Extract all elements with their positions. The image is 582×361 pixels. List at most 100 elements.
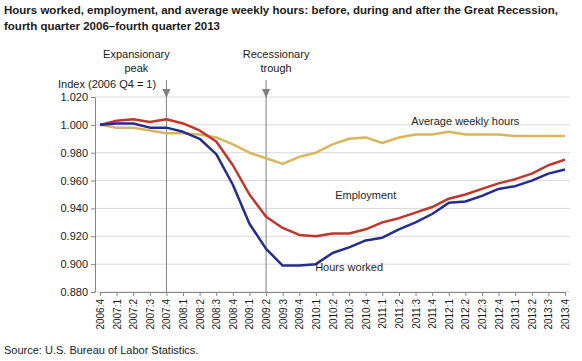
x-tick-mark [515, 292, 516, 296]
y-tick-mark [91, 264, 95, 265]
x-tick-mark [316, 292, 317, 296]
x-tick-label: 2008:2 [195, 299, 206, 330]
x-tick-label: 2007:3 [145, 299, 156, 330]
x-tick-mark [100, 292, 101, 296]
x-tick: 2012:4 [494, 292, 505, 330]
x-tick-mark [465, 292, 466, 296]
y-axis-line [95, 98, 96, 293]
x-tick: 2006:4 [95, 292, 106, 330]
x-tick-mark [283, 292, 284, 296]
x-tick: 2009:1 [244, 292, 255, 330]
annotation-label-line: Recessionary [243, 48, 310, 60]
x-tick-mark [249, 292, 250, 296]
series-label: Employment [335, 189, 396, 201]
y-axis-title: Index (2006 Q4 = 1) [58, 78, 156, 90]
y-tick: 1.000 [60, 119, 95, 131]
x-tick-mark [200, 292, 201, 296]
x-tick-mark [366, 292, 367, 296]
x-tick-mark [216, 292, 217, 296]
x-tick-mark [299, 292, 300, 296]
y-tick-mark [91, 97, 95, 98]
source: Source: U.S. Bureau of Labor Statistics. [4, 344, 198, 356]
x-tick: 2010:2 [328, 292, 339, 330]
x-tick-mark [166, 292, 167, 296]
x-tick-mark [482, 292, 483, 296]
x-tick: 2009:3 [278, 292, 289, 330]
x-tick: 2013:1 [510, 292, 521, 330]
y-tick-mark [91, 208, 95, 209]
x-tick-mark [399, 292, 400, 296]
x-tick: 2008:2 [195, 292, 206, 330]
y-tick-label: 0.900 [60, 258, 88, 270]
x-tick-mark [532, 292, 533, 296]
chart: Hours worked, employment, and average we… [0, 0, 582, 361]
x-tick: 2007:3 [145, 292, 156, 330]
y-tick-mark [91, 153, 95, 154]
y-tick-label: 1.020 [60, 91, 88, 103]
x-tick-mark [449, 292, 450, 296]
x-tick: 2012:1 [444, 292, 455, 330]
annotation-arrow [162, 89, 170, 98]
x-tick-label: 2013:1 [510, 299, 521, 330]
series-label: Average weekly hours [411, 115, 520, 127]
y-tick-label: 0.980 [60, 147, 88, 159]
annotation-label-line: Expansionary [103, 48, 170, 60]
x-tick: 2012:2 [460, 292, 471, 330]
y-tick-label: 0.880 [60, 286, 88, 298]
series-line [100, 125, 565, 164]
annotation-label-line: trough [260, 62, 291, 74]
x-tick-label: 2007:2 [128, 299, 139, 330]
x-tick-label: 2012:3 [477, 299, 488, 330]
x-tick-label: 2007:1 [112, 299, 123, 330]
x-tick-label: 2011:4 [427, 299, 438, 329]
annotation-arrow [262, 89, 270, 98]
x-tick-label: 2013:4 [560, 299, 571, 330]
x-tick-label: 2012:4 [494, 299, 505, 330]
x-tick-mark [432, 292, 433, 296]
x-tick: 2007:1 [112, 292, 123, 330]
x-tick-label: 2010:1 [311, 299, 322, 330]
series-labels: Hours worked Employment Average weekly hou… [315, 115, 520, 274]
x-tick: 2007:4 [161, 292, 172, 330]
y-tick-mark [91, 125, 95, 126]
y-axis: 0.8800.9000.9200.9400.9600.9801.0001.020 [60, 91, 95, 298]
x-tick-label: 2013:3 [543, 299, 554, 330]
title-line: Hours worked, employment, and average we… [4, 4, 558, 16]
y-tick: 0.880 [60, 286, 95, 298]
x-tick-mark [150, 292, 151, 296]
x-tick-label: 2009:3 [278, 299, 289, 330]
x-tick-mark [133, 292, 134, 296]
x-tick-mark [499, 292, 500, 296]
x-tick-label: 2009:4 [294, 299, 305, 330]
x-tick-label: 2010:4 [361, 299, 372, 330]
x-tick: 2009:4 [294, 292, 305, 330]
x-tick-label: 2008:1 [178, 299, 189, 330]
x-tick: 2007:2 [128, 292, 139, 330]
x-tick-label: 2006:4 [95, 299, 106, 330]
x-tick: 2010:4 [361, 292, 372, 330]
annotation-label: Recessionary trough [243, 48, 310, 74]
x-tick-label: 2010:3 [344, 299, 355, 330]
y-tick-label: 1.000 [60, 119, 88, 131]
x-tick-label: 2010:2 [328, 299, 339, 330]
x-tick: 2013:3 [543, 292, 554, 330]
x-tick-label: 2011:2 [394, 299, 405, 329]
x-tick-label: 2011:3 [411, 299, 422, 329]
x-tick: 2008:1 [178, 292, 189, 330]
x-tick-label: 2012:1 [444, 299, 455, 330]
x-tick: 2008:4 [228, 292, 239, 330]
x-tick-label: 2012:2 [460, 299, 471, 330]
x-tick-mark [565, 292, 566, 296]
y-tick-mark [91, 292, 95, 293]
x-axis: 2006:4 2007:1 2007:2 2007:3 2007:4 2008:1 2008… [95, 292, 571, 330]
x-tick-mark [183, 292, 184, 296]
lines [100, 119, 565, 265]
y-tick: 0.900 [60, 258, 95, 270]
annotation-line [266, 80, 267, 292]
x-tick: 2011:3 [411, 292, 422, 329]
title: Hours worked, employment, and average we… [4, 4, 558, 32]
series-label: Hours worked [315, 261, 383, 273]
x-tick: 2013:2 [527, 292, 538, 330]
series-line [100, 119, 565, 236]
x-tick: 2008:3 [211, 292, 222, 330]
